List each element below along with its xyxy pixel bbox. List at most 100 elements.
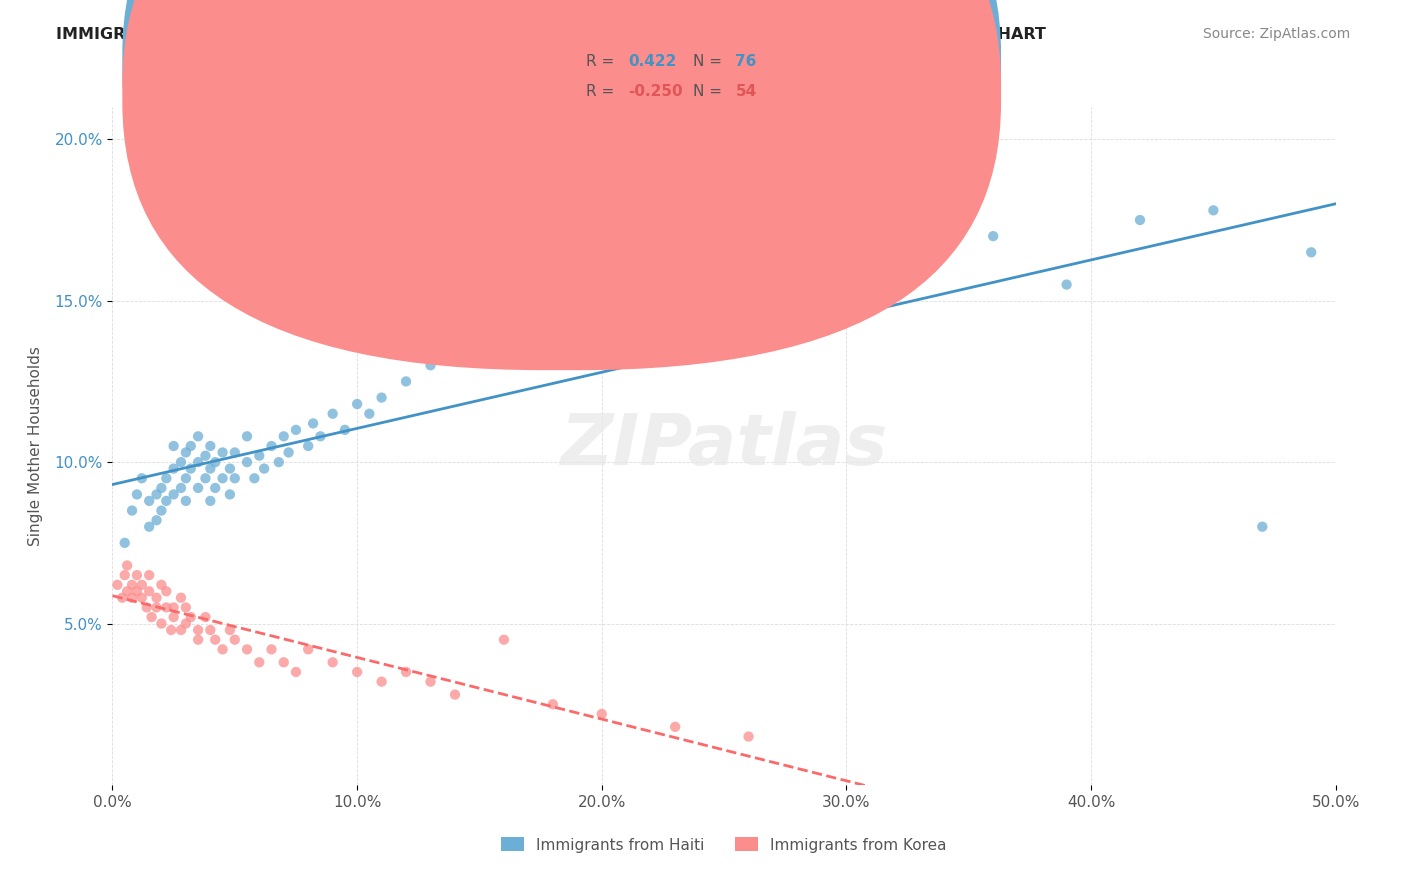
- Point: [211, 642, 233, 657]
- Point: [419, 674, 441, 689]
- Point: [125, 568, 148, 582]
- Point: [200, 461, 222, 475]
- Point: [194, 449, 217, 463]
- Point: [204, 455, 226, 469]
- Point: [194, 471, 217, 485]
- Point: [322, 655, 344, 669]
- Point: [121, 578, 143, 592]
- Text: ZIPatlas: ZIPatlas: [561, 411, 887, 481]
- Point: [591, 706, 613, 721]
- Point: [155, 584, 177, 599]
- Point: [284, 423, 308, 437]
- Point: [114, 568, 136, 582]
- Point: [224, 632, 246, 647]
- Point: [170, 481, 193, 495]
- Text: R =: R =: [586, 85, 614, 99]
- Point: [155, 471, 177, 485]
- Point: [247, 655, 270, 669]
- Point: [224, 471, 246, 485]
- Point: [170, 623, 193, 637]
- Point: [302, 417, 325, 431]
- Point: [554, 300, 576, 314]
- Point: [273, 655, 295, 669]
- Point: [121, 503, 143, 517]
- Point: [125, 487, 148, 501]
- Point: [155, 600, 177, 615]
- Point: [260, 642, 283, 657]
- Point: [115, 558, 138, 573]
- Point: [297, 642, 319, 657]
- Point: [174, 600, 197, 615]
- Text: R =: R =: [586, 54, 614, 69]
- Point: [395, 665, 418, 679]
- Point: [187, 632, 209, 647]
- Text: IMMIGRANTS FROM HAITI VS IMMIGRANTS FROM KOREA SINGLE MOTHER HOUSEHOLDS CORRELAT: IMMIGRANTS FROM HAITI VS IMMIGRANTS FROM…: [56, 27, 1046, 42]
- Point: [204, 632, 226, 647]
- Point: [395, 375, 418, 389]
- Point: [267, 455, 290, 469]
- Point: [219, 623, 242, 637]
- Point: [419, 359, 441, 373]
- Point: [163, 600, 186, 615]
- Point: [346, 665, 368, 679]
- Point: [1251, 519, 1274, 533]
- Point: [200, 439, 222, 453]
- Point: [174, 471, 197, 485]
- Point: [346, 397, 368, 411]
- Point: [187, 481, 209, 495]
- Point: [359, 407, 381, 421]
- Point: [236, 429, 259, 443]
- Point: [370, 391, 392, 405]
- Point: [627, 277, 650, 292]
- Point: [170, 591, 193, 605]
- Text: N =: N =: [693, 85, 723, 99]
- Point: [322, 407, 344, 421]
- Text: -0.250: -0.250: [628, 85, 683, 99]
- Text: 76: 76: [735, 54, 756, 69]
- Point: [174, 445, 197, 459]
- Point: [835, 277, 858, 292]
- Point: [141, 610, 163, 624]
- Point: [114, 536, 136, 550]
- Text: N =: N =: [693, 54, 723, 69]
- Point: [541, 698, 564, 712]
- Point: [174, 494, 197, 508]
- Point: [163, 487, 186, 501]
- Point: [981, 229, 1004, 244]
- Point: [591, 293, 613, 308]
- Point: [247, 449, 270, 463]
- Point: [713, 300, 735, 314]
- Point: [204, 481, 226, 495]
- Point: [145, 591, 167, 605]
- Point: [145, 600, 167, 615]
- Point: [370, 674, 392, 689]
- Point: [219, 461, 242, 475]
- Point: [138, 519, 160, 533]
- Point: [200, 623, 222, 637]
- Legend: Immigrants from Haiti, Immigrants from Korea: Immigrants from Haiti, Immigrants from K…: [495, 831, 953, 859]
- Point: [150, 578, 173, 592]
- Y-axis label: Single Mother Households: Single Mother Households: [28, 346, 44, 546]
- Point: [170, 455, 193, 469]
- Point: [273, 429, 295, 443]
- Point: [150, 616, 173, 631]
- Point: [529, 310, 551, 324]
- Point: [131, 471, 153, 485]
- Point: [111, 591, 134, 605]
- Point: [138, 584, 160, 599]
- Point: [155, 494, 177, 508]
- Point: [105, 578, 128, 592]
- Point: [664, 310, 686, 324]
- Point: [277, 445, 299, 459]
- Point: [180, 610, 202, 624]
- Point: [187, 455, 209, 469]
- Text: 0.422: 0.422: [628, 54, 676, 69]
- Point: [211, 445, 233, 459]
- Point: [150, 481, 173, 495]
- Point: [194, 610, 217, 624]
- Point: [260, 439, 283, 453]
- Point: [492, 632, 515, 647]
- Point: [1056, 277, 1078, 292]
- Point: [444, 351, 467, 366]
- Point: [243, 471, 266, 485]
